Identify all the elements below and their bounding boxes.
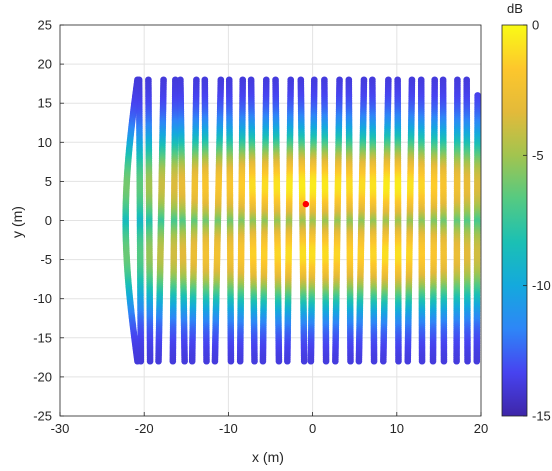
- colorbar: -15 -10 -5 0: [501, 18, 551, 424]
- x-axis-label: x (m): [252, 449, 284, 465]
- y-tick-label: -20: [33, 369, 52, 384]
- track-point: [355, 357, 363, 365]
- track-point: [453, 357, 460, 365]
- colorbar-tick-label: -15: [532, 409, 551, 424]
- track-point: [300, 357, 308, 365]
- track-point: [146, 357, 154, 365]
- track-series: [394, 76, 402, 365]
- track-point: [236, 357, 244, 365]
- track-point: [169, 357, 177, 365]
- track-series: [453, 76, 461, 365]
- x-tick-label: -30: [51, 421, 70, 436]
- track-point: [332, 357, 339, 365]
- track-series: [297, 76, 308, 365]
- track-series: [145, 76, 154, 365]
- track-series: [236, 76, 247, 365]
- y-tick-label: -5: [40, 252, 52, 267]
- y-tick-label: 20: [38, 57, 52, 72]
- track-series: [307, 76, 318, 365]
- track-series: [473, 92, 481, 365]
- x-tick-label: 0: [309, 421, 316, 436]
- track-point: [181, 357, 188, 365]
- track-point: [211, 357, 219, 365]
- track-point: [259, 357, 267, 365]
- track-point: [134, 357, 141, 365]
- track-series: [247, 76, 258, 365]
- track-point: [404, 357, 412, 365]
- track-point: [440, 357, 448, 365]
- track-series: [369, 76, 378, 365]
- x-tick-label: -10: [219, 421, 238, 436]
- track-point: [380, 357, 387, 365]
- track-series: [284, 76, 295, 365]
- colorbar-tick-label: -5: [532, 148, 544, 163]
- y-tick-label: -10: [33, 291, 52, 306]
- track-series: [439, 76, 448, 365]
- y-tick-label: 5: [45, 174, 52, 189]
- track-point: [275, 357, 283, 365]
- track-point: [395, 357, 402, 365]
- track-series: [169, 76, 179, 365]
- track-point: [203, 357, 210, 365]
- y-axis-label: y (m): [9, 206, 25, 238]
- track-series: [345, 76, 354, 365]
- x-tick-label: 10: [390, 421, 404, 436]
- track-point: [155, 357, 162, 365]
- x-tick-label: 20: [474, 421, 488, 436]
- track-series: [201, 76, 210, 365]
- track-series: [135, 76, 145, 365]
- track-point: [429, 357, 437, 365]
- track-point: [188, 357, 196, 365]
- track-series: [429, 76, 438, 365]
- y-tick-label: -15: [33, 330, 52, 345]
- track-series: [272, 76, 283, 365]
- measurement-tracks: [122, 76, 481, 365]
- y-tick-label: 10: [38, 135, 52, 150]
- y-tick-label: 25: [38, 18, 52, 33]
- track-point: [370, 357, 378, 365]
- track-point: [227, 357, 235, 365]
- track-point: [473, 357, 481, 365]
- track-series: [188, 76, 200, 365]
- colorbar-title: dB: [507, 1, 523, 16]
- track-series: [177, 76, 188, 365]
- y-tick-label: 0: [45, 213, 52, 228]
- track-series: [155, 76, 167, 365]
- track-point: [464, 357, 471, 365]
- colorbar-bar: [501, 24, 528, 417]
- x-tick-label: -20: [135, 421, 154, 436]
- colorbar-tick-label: -10: [532, 278, 551, 293]
- track-point: [307, 357, 315, 365]
- y-tick-label: 15: [38, 96, 52, 111]
- track-series: [332, 76, 343, 365]
- track-point: [284, 357, 291, 365]
- track-point: [322, 357, 330, 365]
- track-series: [321, 76, 330, 365]
- track-series: [259, 76, 270, 365]
- track-series: [225, 76, 235, 365]
- track-series: [463, 76, 471, 365]
- track-point: [418, 357, 426, 365]
- colorbar-tick-label: 0: [532, 18, 539, 33]
- track-series: [211, 76, 225, 365]
- source-marker: [302, 200, 310, 208]
- track-point: [251, 357, 258, 365]
- track-point: [347, 357, 354, 365]
- track-series: [417, 76, 426, 365]
- y-tick-label: -25: [33, 409, 52, 424]
